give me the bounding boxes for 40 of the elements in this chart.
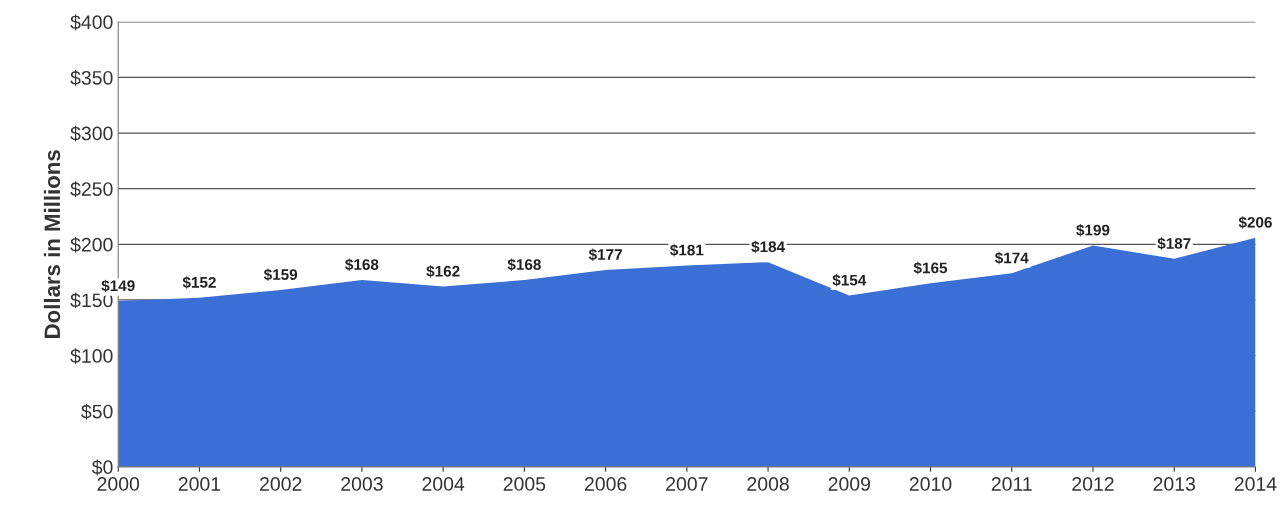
data-label: $181	[670, 244, 704, 257]
data-label: $187	[1157, 237, 1191, 250]
x-tick-label: 2007	[666, 477, 708, 491]
y-axis-title: Dollars in Millions	[43, 150, 61, 338]
x-tick-label: 2008	[747, 477, 789, 491]
y-tick-label: $100	[70, 348, 113, 364]
data-label: $154	[832, 274, 867, 287]
data-label: $168	[345, 258, 379, 271]
data-label: $177	[588, 248, 622, 261]
x-tick-label: 2014	[1234, 477, 1277, 491]
data-label: $152	[182, 276, 216, 289]
data-label: $168	[507, 258, 541, 271]
x-tick-label: 2011	[991, 477, 1032, 491]
data-label: $174	[994, 251, 1029, 265]
y-tick-label: $250	[70, 181, 113, 198]
x-tick-label: 2009	[828, 477, 870, 491]
x-tick-label: 2012	[1072, 477, 1114, 491]
x-tick-label: 2006	[584, 477, 627, 491]
x-tick-label: 2003	[341, 477, 383, 491]
y-tick-label: $400	[70, 14, 113, 31]
data-label: $162	[426, 265, 460, 278]
x-tick-label: 2001	[178, 477, 221, 491]
data-label: $184	[751, 240, 785, 254]
x-tick-label: 2002	[260, 477, 302, 491]
x-tick-label: 2010	[909, 477, 952, 491]
y-tick-label: $350	[70, 70, 113, 86]
data-label: $149	[101, 279, 135, 293]
x-tick-label: 2005	[503, 477, 546, 491]
y-tick-label: $0	[91, 459, 113, 476]
data-label: $206	[1238, 216, 1272, 229]
y-tick-label: $50	[81, 403, 113, 420]
y-tick-label: $300	[70, 125, 113, 142]
data-label: $165	[913, 261, 948, 275]
x-tick-label: 2004	[422, 477, 465, 491]
data-label: $159	[263, 268, 298, 281]
y-tick-label: $150	[70, 292, 113, 309]
y-tick-label: $200	[70, 237, 113, 253]
x-tick-label: 2013	[1153, 477, 1195, 491]
data-label: $199	[1076, 224, 1110, 237]
x-tick-label: 2000	[97, 477, 140, 491]
